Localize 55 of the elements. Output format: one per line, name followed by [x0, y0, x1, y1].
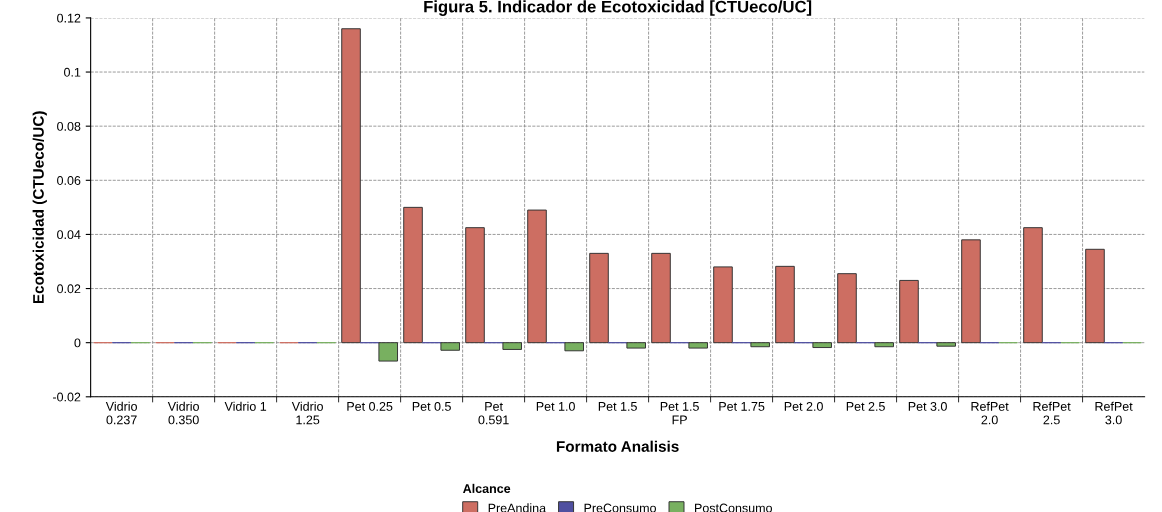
bar — [403, 206, 423, 344]
bar — [837, 273, 857, 344]
bar — [812, 342, 832, 349]
x-tick-label: Vidrio 1 — [224, 401, 267, 411]
bar — [1023, 227, 1043, 344]
bar — [626, 342, 646, 349]
bar — [1085, 248, 1105, 344]
bar — [440, 342, 460, 351]
x-tick-label: Vidrio 1.25 — [291, 401, 323, 425]
y-tick-label: 0.06 — [57, 176, 81, 185]
bar — [589, 252, 609, 344]
x-tick-label: Pet 2.5 — [846, 401, 885, 411]
bar — [775, 265, 795, 344]
bar — [527, 209, 547, 344]
x-tick-label: Pet 1.5 — [598, 402, 637, 411]
bar — [341, 28, 361, 344]
x-tick-label: Vidrio 0.237 — [105, 401, 137, 425]
bar — [713, 266, 733, 344]
x-tick-label: Pet 1.0 — [536, 401, 575, 411]
y-tick-label: 0.04 — [57, 230, 81, 240]
x-tick-label: RefPet 2.0 — [971, 401, 1009, 425]
bar — [564, 342, 584, 352]
x-axis-title: Formato Analisis — [556, 440, 679, 452]
y-tick-label: 0.08 — [57, 121, 81, 131]
y-tick-label: 0.02 — [57, 284, 81, 294]
bar — [378, 342, 399, 362]
x-tick-label: Pet 3.0 — [908, 401, 947, 411]
bar — [936, 342, 956, 347]
x-tick-label: RefPet 3.0 — [1095, 401, 1133, 425]
bar — [651, 252, 671, 344]
bar — [874, 342, 894, 348]
bar — [502, 342, 522, 350]
chart-title: Figura 5. Indicador de Ecotoxicidad [CTUeco/UC] — [424, 0, 812, 16]
x-tick-label: Vidrio 0.350 — [167, 401, 199, 425]
legend-label: PreAndina — [488, 503, 547, 512]
y-axis-title: Ecotoxicidad (CTUeco/UC) — [32, 111, 47, 304]
x-tick-label: Pet 0.591 — [478, 402, 509, 425]
y-tick-label: 0.1 — [64, 67, 81, 77]
legend-label: PostConsumo — [695, 503, 772, 512]
y-tick-label: 0.12 — [57, 13, 81, 23]
bar — [688, 342, 708, 349]
bar — [961, 239, 981, 344]
bar — [465, 227, 485, 344]
bar — [750, 342, 770, 348]
bar — [899, 279, 919, 344]
y-tick-label: -0.02 — [52, 392, 81, 402]
legend-label: PreConsumo — [584, 503, 656, 512]
x-tick-label: Pet 1.5 FP — [660, 402, 699, 425]
x-tick-label: Pet 2.0 — [784, 401, 823, 411]
x-tick-label: RefPet 2.5 — [1033, 401, 1071, 425]
x-tick-label: Pet 0.5 — [412, 401, 451, 411]
x-tick-label: Pet 1.75 — [719, 402, 765, 411]
x-tick-label: Pet 0.25 — [347, 401, 393, 411]
legend-title: Alcance — [463, 483, 511, 494]
y-tick-label: 0 — [74, 338, 81, 348]
